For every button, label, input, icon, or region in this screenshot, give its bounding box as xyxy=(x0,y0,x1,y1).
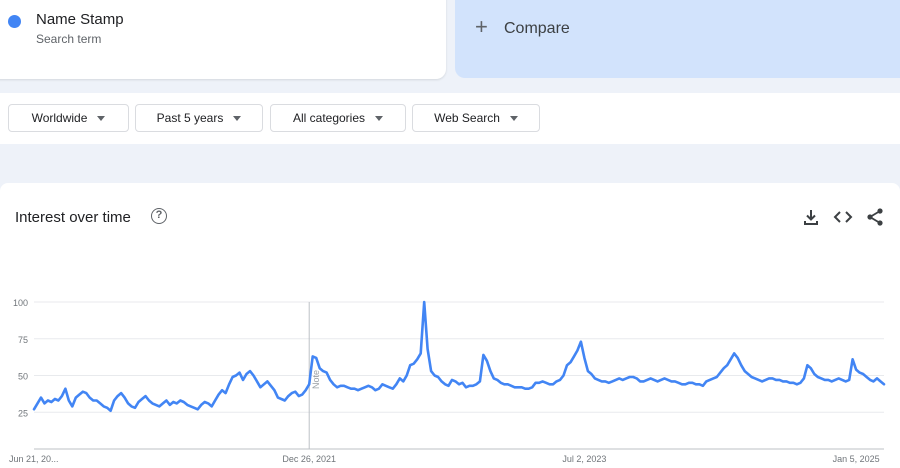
embed-code-icon[interactable] xyxy=(833,207,853,227)
search-term-subtitle: Search term xyxy=(36,32,102,46)
caret-down-icon xyxy=(375,115,384,121)
interest-chart[interactable]: 100 75 50 25 Note Jun 21, 20... Dec 26, 2021 Ju… xyxy=(0,183,900,468)
search-term-name[interactable]: Name Stamp xyxy=(36,11,124,28)
caret-down-icon xyxy=(233,115,242,121)
y-tick-label: 50 xyxy=(18,372,28,382)
share-icon[interactable] xyxy=(865,207,885,227)
x-tick-label: Jul 2, 2023 xyxy=(562,454,606,464)
filter-search-type-label: Web Search xyxy=(434,111,500,125)
compare-label: Compare xyxy=(504,20,570,37)
series-line xyxy=(32,300,886,413)
y-tick-label: 75 xyxy=(18,335,28,345)
plus-icon: + xyxy=(475,14,488,39)
filter-category-label: All categories xyxy=(292,111,366,125)
filter-time-dropdown[interactable]: Past 5 years xyxy=(135,104,263,132)
filter-search-type-dropdown[interactable]: Web Search xyxy=(412,104,540,132)
series-color-dot xyxy=(8,15,21,28)
filter-bar: Worldwide Past 5 years All categories We… xyxy=(0,93,900,144)
interest-over-time-panel: Interest over time ? 100 75 50 25 Note Jun 21… xyxy=(0,183,900,468)
download-icon[interactable] xyxy=(801,207,821,227)
caret-down-icon xyxy=(509,115,518,121)
note-label: Note xyxy=(311,370,321,389)
y-tick-label: 100 xyxy=(13,298,28,308)
search-term-card[interactable]: Name Stamp Search term xyxy=(0,0,446,79)
help-circle-icon[interactable]: ? xyxy=(151,208,167,224)
filter-time-label: Past 5 years xyxy=(156,111,224,125)
compare-button[interactable]: + Compare xyxy=(455,0,900,78)
x-tick-label: Jun 21, 20... xyxy=(9,454,59,464)
filter-location-dropdown[interactable]: Worldwide xyxy=(8,104,129,132)
filter-category-dropdown[interactable]: All categories xyxy=(270,104,406,132)
x-tick-label: Dec 26, 2021 xyxy=(282,454,336,464)
filter-location-label: Worldwide xyxy=(31,111,88,125)
caret-down-icon xyxy=(97,115,106,121)
panel-title: Interest over time xyxy=(15,209,131,226)
y-tick-label: 25 xyxy=(18,408,28,418)
x-tick-label: Jan 5, 2025 xyxy=(833,454,880,464)
